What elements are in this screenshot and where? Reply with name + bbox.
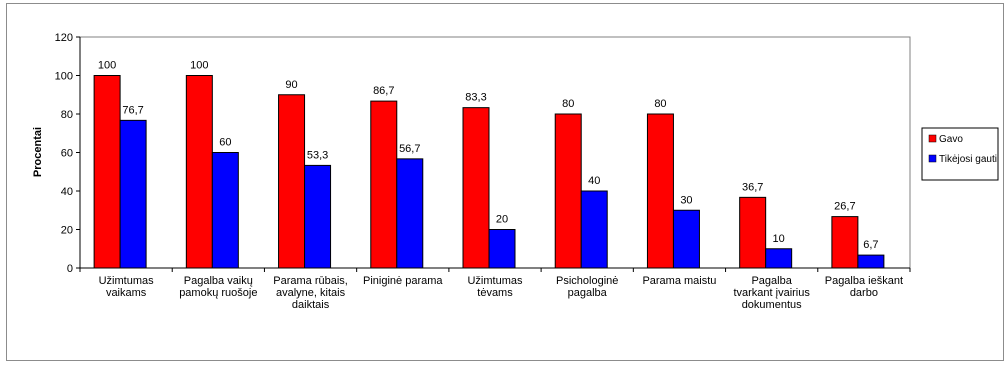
y-tick-label: 100 bbox=[55, 71, 73, 83]
x-category-label: Piniginė parama bbox=[363, 275, 443, 287]
bar-gavo bbox=[554, 113, 582, 269]
x-category-label: Pagalba ieškant darbo bbox=[825, 275, 903, 299]
y-axis-title: Procentai bbox=[32, 127, 44, 177]
data-label: 56,7 bbox=[399, 143, 420, 155]
data-label: 90 bbox=[285, 79, 297, 91]
bar-gavo bbox=[93, 75, 121, 269]
x-category-label: Užimtumas vaikams bbox=[99, 275, 155, 299]
data-label: 20 bbox=[496, 214, 508, 226]
x-category-label: Pagalba tvarkant įvairius dokumentus bbox=[733, 275, 810, 311]
data-label: 53,3 bbox=[307, 149, 328, 161]
y-tick-label: 0 bbox=[67, 263, 73, 275]
data-labels: 100 100 90 86,7 83,3 80 80 36,7 26,7 76,7 60 53,3 56… bbox=[98, 60, 879, 252]
y-tick-label: 20 bbox=[61, 225, 73, 237]
x-category-label: Parama maistu bbox=[642, 275, 716, 287]
data-label: 83,3 bbox=[465, 92, 486, 104]
legend-swatch bbox=[928, 154, 937, 163]
y-tick-label: 60 bbox=[61, 148, 73, 160]
bar-tikejosi bbox=[580, 190, 608, 269]
data-label: 30 bbox=[680, 194, 692, 206]
y-tick-label: 40 bbox=[61, 186, 73, 198]
x-axis: Užimtumas vaikams Pagalba vaikų pamokų ruoš… bbox=[79, 267, 911, 311]
legend-swatch bbox=[928, 134, 937, 143]
bar-gavo bbox=[739, 196, 767, 269]
bar-gavo bbox=[462, 107, 490, 269]
data-label: 80 bbox=[562, 98, 574, 110]
bar-gavo bbox=[370, 100, 398, 269]
y-axis: 0 20 40 60 80 100 120 bbox=[55, 32, 81, 275]
x-category-label: Parama rūbais, avalyne, kitais daiktais bbox=[273, 275, 348, 311]
bar-tikejosi bbox=[672, 209, 700, 269]
bars bbox=[93, 75, 885, 269]
x-category-label: Užimtumas tėvams bbox=[467, 275, 523, 299]
bar-tikejosi bbox=[488, 229, 516, 269]
legend: Gavo Tikėjosi gauti bbox=[921, 127, 999, 181]
data-label: 80 bbox=[654, 98, 666, 110]
x-category-label: Psichologinė pagalba bbox=[556, 275, 618, 299]
data-label: 26,7 bbox=[834, 201, 855, 213]
data-label: 36,7 bbox=[742, 181, 763, 193]
data-label: 40 bbox=[588, 175, 600, 187]
data-label: 60 bbox=[219, 137, 231, 149]
data-label: 6,7 bbox=[863, 239, 878, 251]
bar-tikejosi bbox=[857, 254, 885, 269]
legend-label: Gavo bbox=[939, 134, 963, 145]
bar-gavo bbox=[278, 94, 306, 269]
data-label: 100 bbox=[190, 60, 208, 72]
bar-tikejosi bbox=[119, 119, 147, 269]
bar-tikejosi bbox=[211, 152, 239, 269]
bar-tikejosi bbox=[765, 248, 793, 269]
bar-tikejosi bbox=[396, 158, 424, 269]
legend-label: Tikėjosi gauti bbox=[939, 154, 997, 165]
data-label: 76,7 bbox=[122, 104, 143, 116]
bar-tikejosi bbox=[304, 164, 332, 269]
bar-gavo bbox=[831, 216, 859, 269]
y-tick-label: 120 bbox=[55, 32, 73, 44]
bar-gavo bbox=[646, 113, 674, 269]
bar-gavo bbox=[185, 75, 213, 269]
data-label: 10 bbox=[773, 233, 785, 245]
data-label: 100 bbox=[98, 60, 116, 72]
x-category-label: Pagalba vaikų pamokų ruošoje bbox=[179, 275, 257, 299]
data-label: 86,7 bbox=[373, 85, 394, 97]
y-tick-label: 80 bbox=[61, 109, 73, 121]
